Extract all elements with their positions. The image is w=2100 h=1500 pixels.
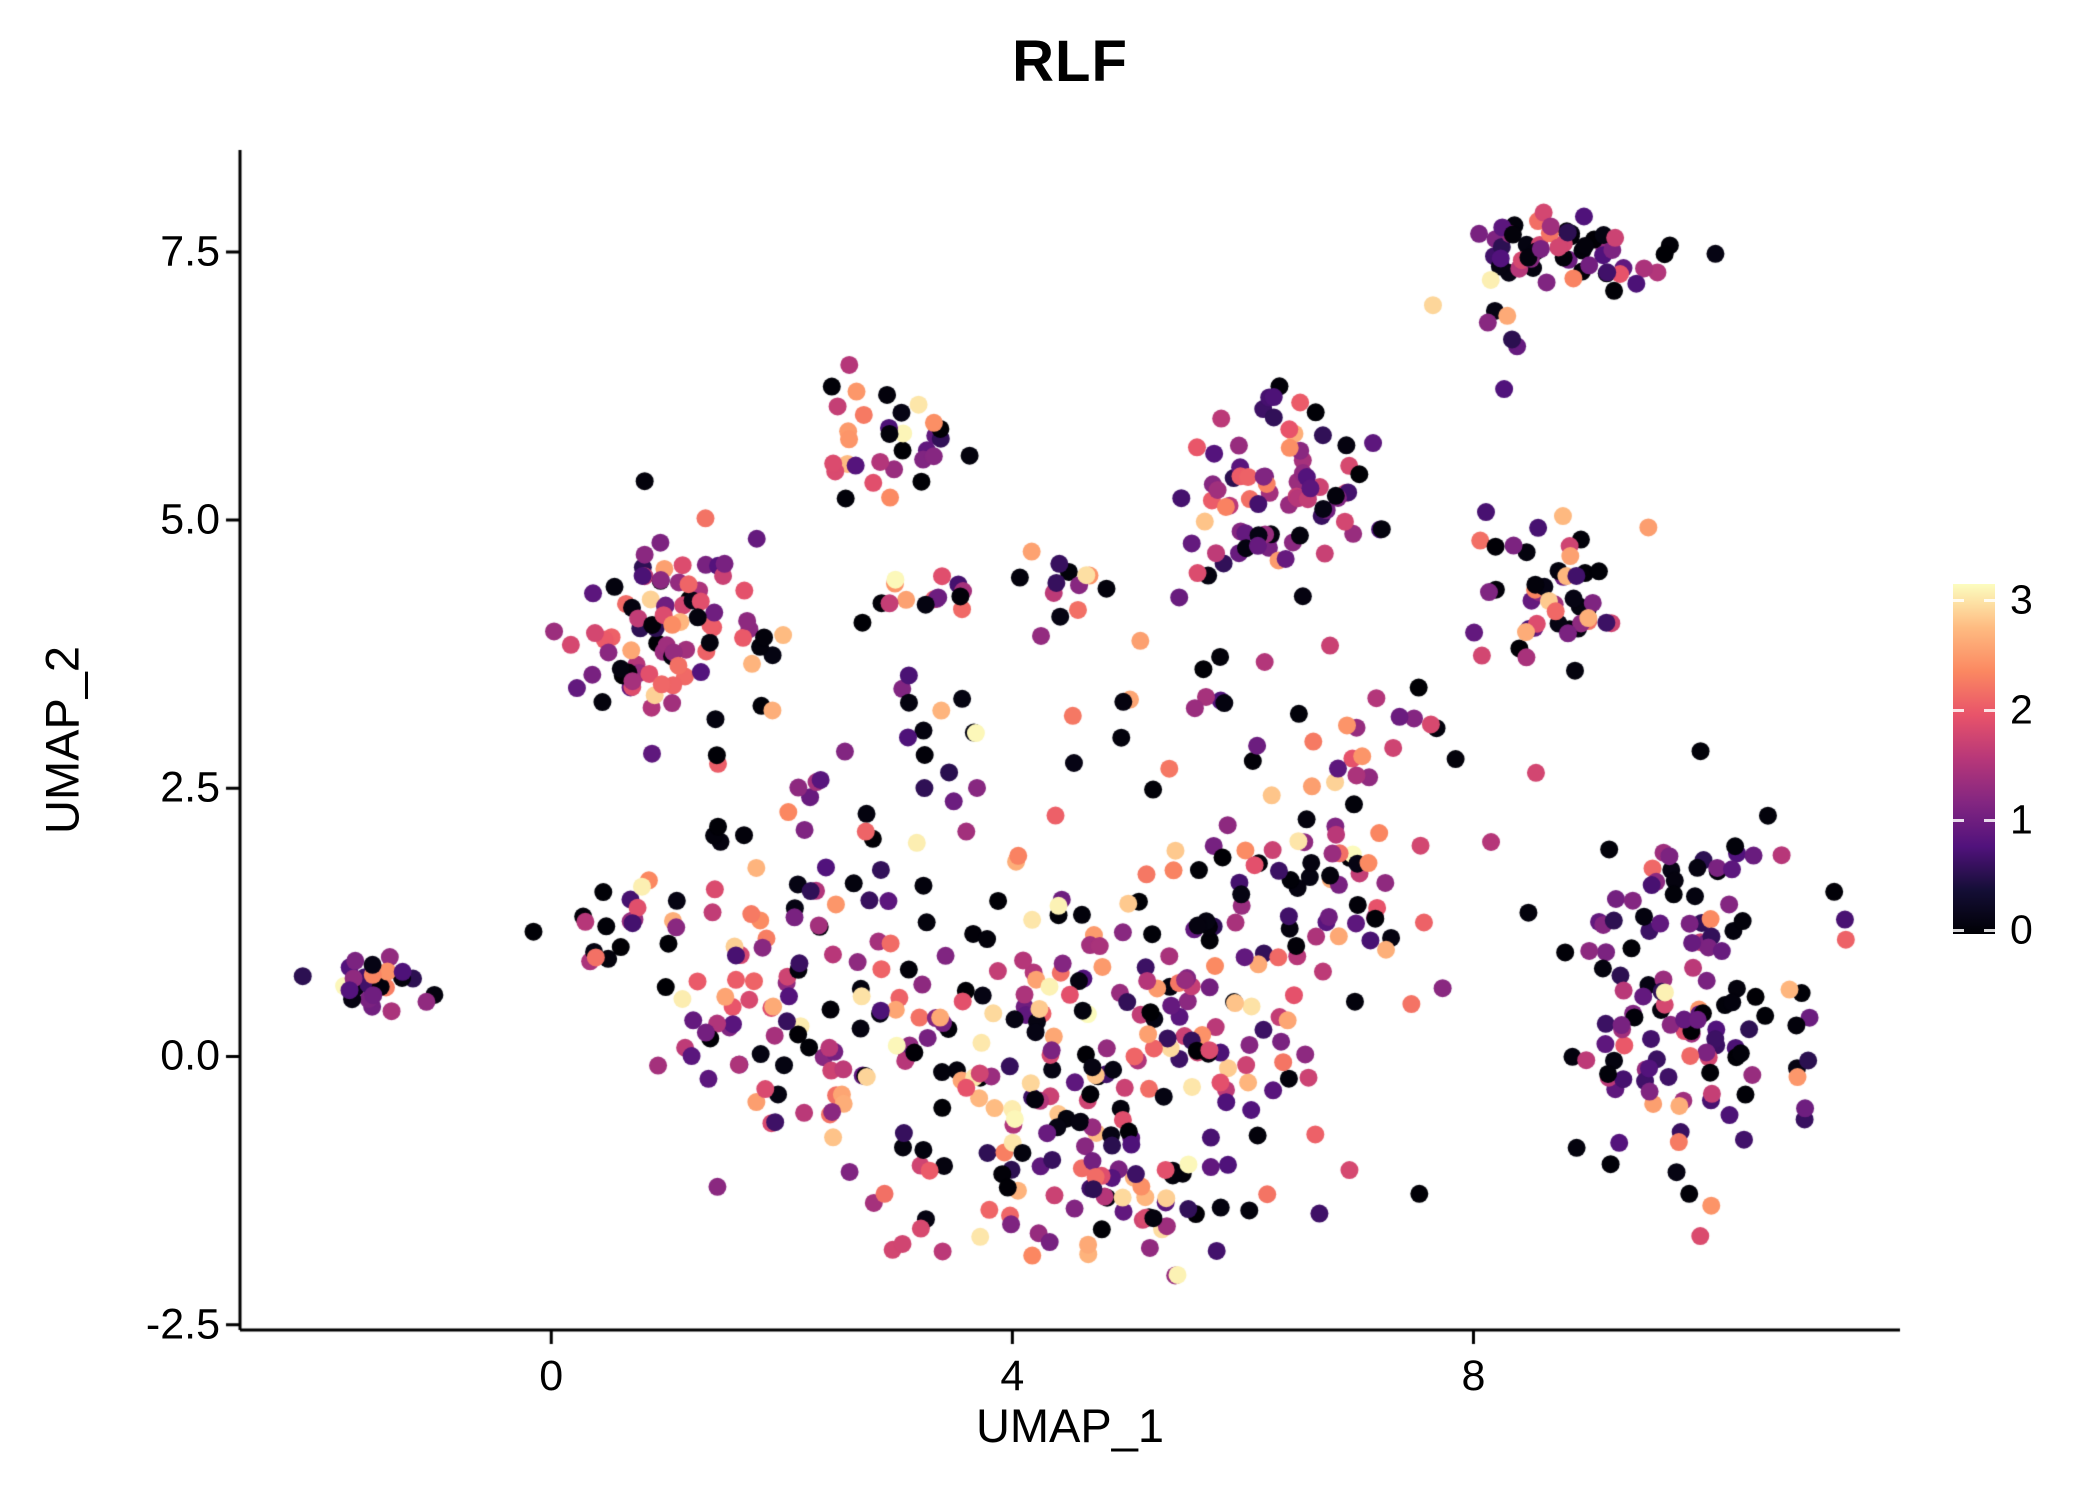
- colorbar-tick-label: 3: [2010, 576, 2033, 623]
- colorbar-tick-mark: [1984, 928, 1995, 932]
- colorbar-tick-mark: [1984, 598, 1995, 602]
- colorbar-tick-mark: [1953, 818, 1964, 822]
- x-tick-label: 4: [1000, 1352, 1025, 1400]
- colorbar-tick-label: 0: [2010, 906, 2033, 953]
- x-tick-label: 8: [1461, 1352, 1486, 1400]
- colorbar-tick-label: 1: [2010, 796, 2033, 843]
- y-tick-label: 7.5: [160, 227, 220, 276]
- plot-title: RLF: [1012, 29, 1128, 94]
- colorbar-tick-mark: [1984, 818, 1995, 822]
- y-tick-label: 0.0: [160, 1031, 220, 1080]
- x-tick-label: 0: [539, 1352, 564, 1400]
- colorbar-tick-mark: [1984, 708, 1995, 712]
- colorbar-tick-mark: [1953, 598, 1964, 602]
- colorbar-gradient: [1953, 584, 1995, 934]
- colorbar-tick-mark: [1953, 708, 1964, 712]
- x-axis-label: UMAP_1: [975, 1399, 1165, 1452]
- y-tick-label: 2.5: [160, 763, 220, 812]
- y-tick-label: 5.0: [160, 495, 220, 544]
- y-tick-label: -2.5: [145, 1300, 220, 1349]
- colorbar-tick-mark: [1953, 928, 1964, 932]
- colorbar-tick-label: 2: [2010, 686, 2033, 733]
